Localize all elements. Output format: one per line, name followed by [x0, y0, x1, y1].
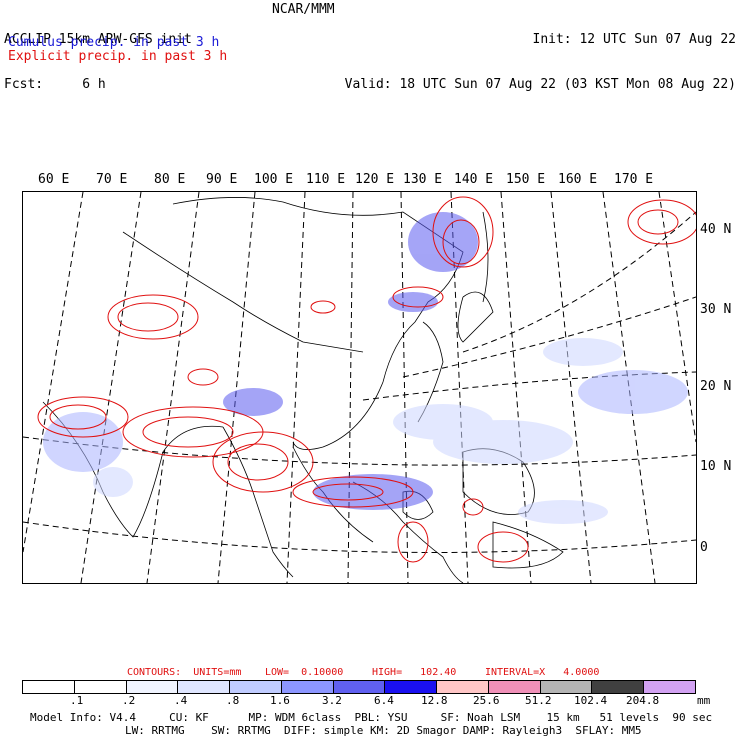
lon-label-150: 150 E [506, 172, 546, 187]
lon-label-170: 170 E [614, 172, 654, 187]
forecast-hour: Fcst: 6 h [4, 77, 106, 92]
colorbar-tick: 51.2 [525, 694, 552, 707]
graticule [23, 192, 696, 583]
lat-label-20: 20 N [700, 379, 732, 394]
colorbar-swatch [23, 681, 75, 693]
lat-label-0: 0 [700, 540, 708, 555]
colorbar-swatch [178, 681, 231, 693]
colorbar [22, 680, 696, 694]
explicit-precip [37, 196, 696, 563]
precip-map [22, 191, 697, 584]
model-info-line1: Model Info: V4.4 CU: KF MP: WDM 6class P… [30, 711, 713, 724]
center-name: NCAR/MMM [272, 2, 335, 17]
colorbar-tick: 25.6 [473, 694, 500, 707]
colorbar-tick: .1 [70, 694, 84, 707]
colorbar-tick: .4 [174, 694, 188, 707]
lon-label-70: 70 E [96, 172, 128, 187]
colorbar-swatch [385, 681, 438, 693]
colorbar-swatch [540, 681, 593, 693]
colorbar-tick: .2 [122, 694, 136, 707]
lon-label-100: 100 E [254, 172, 294, 187]
lon-label-120: 120 E [355, 172, 395, 187]
colorbar-unit: mm [697, 694, 711, 707]
colorbar-swatch [488, 681, 541, 693]
model-title: ACCLIP 15km ARW-GFS init [4, 32, 192, 47]
colorbar-swatch [74, 681, 127, 693]
map-canvas [23, 192, 696, 583]
colorbar-tick: 102.4 [574, 694, 608, 707]
valid-time: Valid: 18 UTC Sun 07 Aug 22 (03 KST Mon … [344, 77, 736, 92]
header-times: Init: 12 UTC Sun 07 Aug 22 Valid: 18 UTC… [295, 2, 736, 107]
colorbar-tick: .8 [226, 694, 240, 707]
colorbar-tick: 1.6 [270, 694, 290, 707]
contour-interval: INTERVAL=X 4.0000 [485, 667, 600, 678]
lon-label-90: 90 E [206, 172, 238, 187]
lat-label-30: 30 N [700, 302, 732, 317]
colorbar-swatch [333, 681, 386, 693]
colorbar-swatch [437, 681, 489, 693]
header-title: ACCLIP 15km ARW-GFS init Fcst: 6 h [4, 2, 192, 107]
colorbar-swatch [644, 681, 695, 693]
contour-units: CONTOURS: UNITS=mm [127, 667, 242, 678]
colorbar-swatch [126, 681, 179, 693]
colorbar-swatch [281, 681, 334, 693]
lon-label-110: 110 E [306, 172, 346, 187]
explicit-legend: Explicit precip. in past 3 h [8, 49, 228, 64]
colorbar-tick: 3.2 [322, 694, 342, 707]
lon-label-60: 60 E [38, 172, 70, 187]
lat-label-10: 10 N [700, 459, 732, 474]
cumulus-legend: Cumulus precip. in past 3 h [8, 35, 220, 50]
lon-label-140: 140 E [454, 172, 494, 187]
lon-label-160: 160 E [558, 172, 598, 187]
lon-label-130: 130 E [403, 172, 443, 187]
contour-high: HIGH= 102.40 [372, 667, 457, 678]
contour-low: LOW= 0.10000 [265, 667, 344, 678]
lat-label-40: 40 N [700, 222, 732, 237]
colorbar-tick: 204.8 [626, 694, 660, 707]
lon-label-80: 80 E [154, 172, 186, 187]
colorbar-tick: 12.8 [421, 694, 448, 707]
colorbar-swatch [592, 681, 645, 693]
colorbar-tick: 6.4 [374, 694, 394, 707]
model-info-line2: LW: RRTMG SW: RRTMG DIFF: simple KM: 2D … [125, 724, 642, 737]
colorbar-swatch [230, 681, 282, 693]
init-time: Init: 12 UTC Sun 07 Aug 22 [532, 32, 737, 47]
